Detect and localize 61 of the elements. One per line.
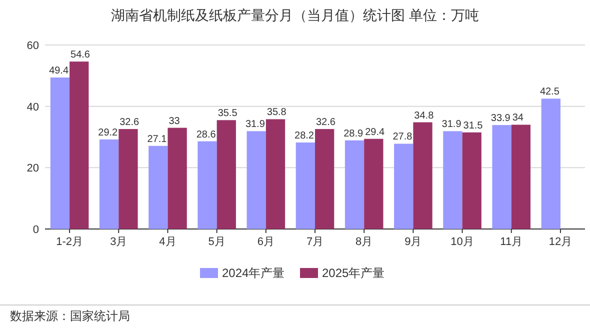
y-tick-label: 60 — [26, 40, 39, 52]
bar — [364, 138, 384, 229]
x-tick-label: 5月 — [208, 236, 226, 248]
x-tick-label: 6月 — [257, 236, 274, 248]
bar — [344, 140, 364, 229]
legend-label: 2024年产量 — [222, 266, 285, 280]
bar — [118, 129, 138, 229]
data-label: 31.5 — [463, 120, 484, 132]
bar — [394, 144, 414, 229]
y-tick-label: 20 — [26, 162, 39, 175]
bar — [492, 125, 512, 229]
data-label: 33 — [168, 116, 180, 127]
bar — [266, 119, 286, 229]
data-label: 54.6 — [70, 50, 90, 61]
x-tick-label: 3月 — [110, 236, 128, 248]
chart-title: 湖南省机制纸及纸板产量分月（当月值）统计图 单位：万吨 — [111, 7, 479, 23]
x-tick-label: 10月 — [450, 236, 474, 248]
data-label: 31.9 — [442, 119, 462, 130]
x-tick-label: 7月 — [306, 236, 324, 248]
bar — [541, 98, 560, 229]
data-label: 29.4 — [365, 126, 385, 138]
data-label: 31.9 — [245, 119, 266, 130]
data-label: 33.9 — [490, 113, 511, 124]
y-tick-label: 0 — [32, 224, 39, 236]
bar — [246, 131, 266, 229]
bar — [216, 120, 236, 229]
legend-label: 2025年产量 — [322, 266, 385, 280]
x-tick-label: 12月 — [548, 236, 572, 248]
data-label: 29.2 — [98, 127, 118, 138]
data-label: 42.5 — [540, 86, 560, 98]
bar — [443, 131, 462, 229]
bar — [462, 132, 482, 229]
bar — [148, 146, 168, 229]
x-tick-label: 1-2月 — [56, 236, 83, 248]
data-label: 34 — [512, 112, 524, 124]
bar — [296, 142, 315, 229]
bar — [511, 124, 531, 229]
bar — [70, 62, 89, 229]
bar — [413, 122, 432, 229]
bar — [50, 78, 70, 229]
data-label: 35.5 — [218, 108, 238, 120]
data-label: 28.2 — [294, 130, 314, 142]
bar — [99, 139, 119, 229]
x-tick-label: 9月 — [404, 236, 422, 248]
data-label: 34.8 — [414, 110, 434, 122]
x-tick-label: 11月 — [500, 236, 523, 248]
bar — [168, 128, 187, 229]
data-label: 32.6 — [316, 117, 336, 128]
data-label: 32.6 — [120, 117, 140, 128]
y-tick-label: 40 — [26, 101, 39, 114]
data-label: 35.8 — [266, 107, 287, 118]
source-note: 数据来源：国家统计局 — [10, 309, 130, 323]
x-tick-label: 8月 — [356, 236, 373, 248]
data-label: 27.8 — [392, 132, 413, 143]
data-label: 28.9 — [344, 128, 364, 140]
x-tick-label: 4月 — [159, 236, 176, 248]
data-label: 28.6 — [196, 129, 216, 140]
data-label: 49.4 — [49, 66, 69, 77]
bar — [315, 129, 334, 229]
data-label: 27.1 — [147, 134, 168, 145]
bar — [198, 141, 217, 229]
